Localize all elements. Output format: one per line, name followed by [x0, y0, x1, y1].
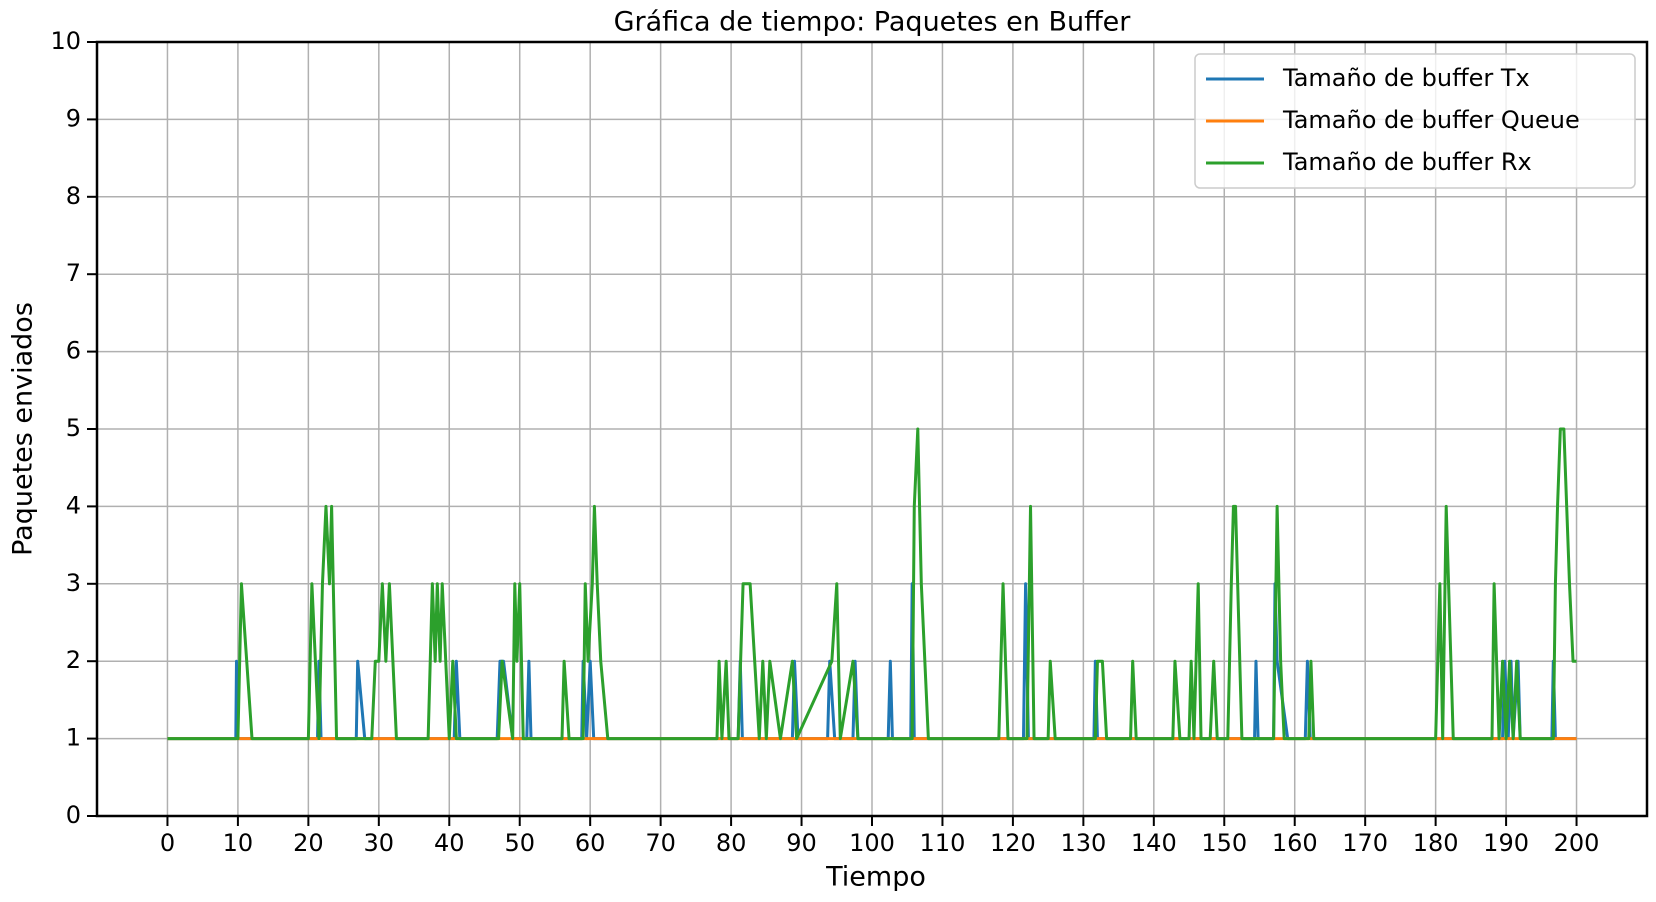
x-tick-label: 170 [1342, 829, 1388, 857]
x-tick-label: 20 [293, 829, 324, 857]
y-tick-label: 4 [66, 491, 81, 519]
x-tick-label: 120 [990, 829, 1036, 857]
legend-label: Tamaño de buffer Queue [1282, 106, 1580, 134]
x-tick-label: 130 [1060, 829, 1106, 857]
x-tick-label: 160 [1272, 829, 1318, 857]
y-tick-label: 7 [66, 259, 81, 287]
x-tick-label: 50 [504, 829, 535, 857]
legend-label: Tamaño de buffer Tx [1282, 64, 1530, 92]
y-tick-label: 3 [66, 569, 81, 597]
x-tick-label: 0 [160, 829, 175, 857]
y-tick-label: 1 [66, 724, 81, 752]
data-line [167, 427, 1577, 741]
x-tick-label: 190 [1483, 829, 1529, 857]
legend: Tamaño de buffer Tx Tamaño de buffer Queu… [1194, 53, 1636, 189]
plot-lines [167, 427, 1577, 741]
x-tick-label: 90 [786, 829, 817, 857]
x-axis-label: Tiempo [825, 862, 926, 893]
x-tick-label: 150 [1201, 829, 1247, 857]
x-tick-label: 200 [1554, 829, 1600, 857]
y-tick-label: 5 [66, 414, 81, 442]
x-tick-label: 70 [645, 829, 676, 857]
x-tick-label: 140 [1131, 829, 1177, 857]
x-tick-label: 80 [716, 829, 747, 857]
x-tick-label: 30 [364, 829, 395, 857]
x-tick-label: 180 [1413, 829, 1459, 857]
x-tick-label: 40 [434, 829, 465, 857]
legend-box [1194, 53, 1636, 189]
y-tick-label: 6 [66, 337, 81, 365]
y-tick-label: 8 [66, 182, 81, 210]
x-tick-label: 110 [920, 829, 966, 857]
y-tick-label: 9 [66, 104, 81, 132]
legend-label: Tamaño de buffer Rx [1282, 148, 1532, 176]
y-tick-label: 10 [50, 27, 81, 55]
y-axis-label: Paquetes enviados [8, 302, 39, 556]
x-tick-label: 100 [849, 829, 895, 857]
y-tick-label: 0 [66, 801, 81, 829]
x-tick-label: 10 [223, 829, 254, 857]
chart-title: Gráfica de tiempo: Paquetes en Buffer [614, 7, 1132, 38]
y-tick-label: 2 [66, 646, 81, 674]
x-tick-label: 60 [575, 829, 606, 857]
